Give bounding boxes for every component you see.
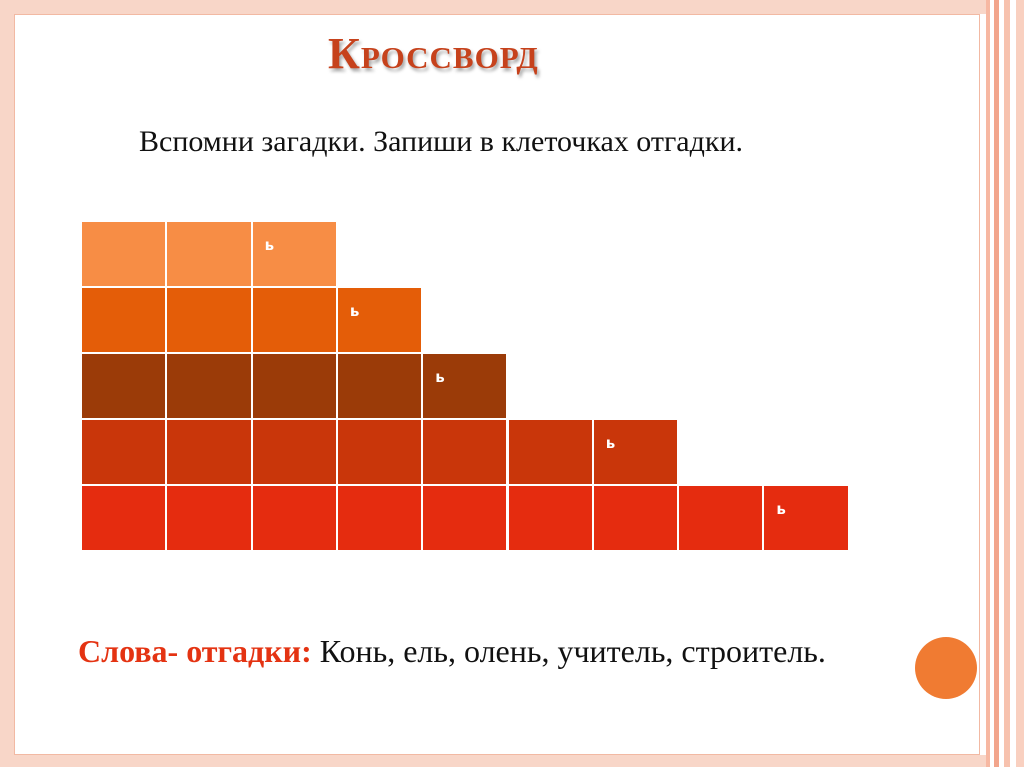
decorative-circle — [915, 637, 977, 699]
crossword-cell[interactable]: ь — [338, 288, 423, 354]
frame-bottom-bar — [0, 755, 986, 767]
crossword-cell[interactable] — [679, 486, 764, 552]
crossword-cell[interactable] — [509, 486, 594, 552]
crossword-cell-letter: ь — [265, 236, 275, 254]
crossword-cell[interactable] — [423, 420, 508, 486]
crossword-cell-letter: ь — [606, 434, 616, 452]
crossword-cell[interactable] — [253, 420, 338, 486]
crossword-cell[interactable] — [82, 486, 167, 552]
crossword-cell[interactable] — [167, 222, 252, 288]
crossword-grid: ь ь ь ь ь — [82, 222, 852, 554]
crossword-cell[interactable] — [82, 222, 167, 288]
crossword-cell[interactable] — [338, 486, 423, 552]
answer-words-line: Слова- отгадки: Конь, ель, олень, учител… — [78, 633, 826, 670]
crossword-cell[interactable]: ь — [423, 354, 508, 420]
crossword-cell[interactable] — [82, 420, 167, 486]
answer-words-label: Слова- отгадки: — [78, 633, 312, 669]
crossword-cell[interactable] — [253, 288, 338, 354]
crossword-cell[interactable]: ь — [594, 420, 679, 486]
crossword-cell[interactable] — [509, 420, 594, 486]
crossword-cell[interactable] — [167, 420, 252, 486]
crossword-cell[interactable]: ь — [253, 222, 338, 288]
crossword-cell-letter: ь — [350, 302, 360, 320]
frame-top-bar — [0, 0, 986, 14]
crossword-cell[interactable] — [167, 486, 252, 552]
crossword-cell-letter: ь — [435, 368, 445, 386]
answer-words-list: Конь, ель, олень, учитель, строитель. — [312, 633, 826, 669]
crossword-cell[interactable]: ь — [764, 486, 849, 552]
crossword-cell[interactable] — [423, 486, 508, 552]
crossword-cell[interactable] — [594, 486, 679, 552]
crossword-cell[interactable] — [253, 486, 338, 552]
page-title: Кроссворд — [328, 28, 539, 79]
crossword-cell[interactable] — [338, 420, 423, 486]
decor-stripe — [1016, 0, 1024, 767]
right-stripe-decoration — [986, 0, 1024, 767]
crossword-cell[interactable] — [167, 288, 252, 354]
crossword-cell[interactable] — [253, 354, 338, 420]
crossword-cell-letter: ь — [776, 500, 786, 518]
instruction-text: Вспомни загадки. Запиши в клеточках отга… — [139, 125, 743, 159]
crossword-cell[interactable] — [167, 354, 252, 420]
frame-left-bar — [0, 0, 14, 767]
crossword-cell[interactable] — [82, 354, 167, 420]
crossword-cell[interactable] — [338, 354, 423, 420]
crossword-cell[interactable] — [82, 288, 167, 354]
